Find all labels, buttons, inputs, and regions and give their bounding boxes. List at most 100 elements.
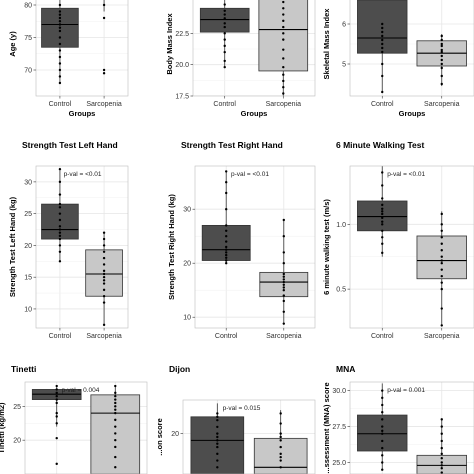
boxes [190, 403, 308, 474]
data-point [55, 395, 58, 398]
data-point [55, 422, 58, 425]
data-point [225, 170, 228, 173]
data-point [440, 54, 443, 58]
plot-border [194, 165, 316, 329]
data-point [102, 244, 106, 247]
data-point [282, 299, 285, 303]
data-point [440, 471, 443, 474]
data-point [282, 0, 285, 4]
data-point [282, 251, 285, 254]
data-point [381, 468, 384, 471]
data-point [381, 197, 384, 200]
data-point [381, 429, 384, 433]
x-tick-label: Control [49, 333, 72, 340]
y-tick-label: 30 [24, 179, 32, 186]
data-point [381, 396, 384, 400]
x-tick-label: Control [213, 101, 236, 108]
data-point [440, 324, 443, 327]
plot-border [349, 0, 474, 97]
x-tick-label: Sarcopenia [266, 333, 302, 340]
y-axis-title: Tinetti (kg/m2) [0, 402, 6, 454]
data-point [381, 207, 384, 210]
data-point [58, 49, 62, 52]
data-point [58, 244, 62, 247]
data-point [58, 42, 62, 46]
data-point [102, 256, 106, 260]
data-point [58, 206, 62, 209]
data-point [114, 408, 117, 411]
data-point [440, 452, 443, 456]
data-point [381, 242, 384, 245]
data-point [225, 224, 228, 227]
data-point [440, 425, 443, 428]
data-point [381, 26, 384, 30]
data-point [58, 231, 62, 234]
data-point [216, 415, 219, 419]
data-point [114, 438, 117, 442]
data-point [55, 391, 58, 395]
data-point [440, 58, 443, 62]
data-point [58, 260, 62, 263]
data-point [58, 10, 62, 13]
data-point [440, 82, 443, 86]
y-tick-label: 25 [13, 404, 21, 411]
data-point [282, 289, 285, 292]
data-point [58, 228, 62, 231]
data-point [223, 3, 226, 6]
data-point [381, 203, 384, 207]
data-point [102, 68, 106, 72]
data-point [114, 418, 117, 422]
data-point [282, 322, 285, 325]
data-point [440, 242, 443, 245]
y-tick-label: 20.0 [175, 62, 189, 69]
data-point [223, 17, 226, 20]
x-tick-label: Control [371, 101, 394, 108]
data-point [216, 445, 219, 449]
data-point [279, 455, 282, 459]
data-point [225, 262, 228, 265]
data-point [381, 184, 384, 187]
data-point [55, 411, 58, 415]
y-tick-label: 70 [24, 68, 32, 75]
data-point [282, 280, 285, 284]
y-axis-title: Age (y) [8, 31, 17, 57]
data-point [381, 418, 384, 421]
data-point [282, 275, 285, 278]
data-point [102, 288, 106, 292]
data-point [58, 193, 62, 196]
y-tick-label: 15 [24, 275, 32, 282]
data-point [223, 65, 226, 69]
data-point [440, 307, 443, 310]
data-point [58, 16, 62, 20]
data-point [282, 262, 285, 265]
p-value-label: p-val = <0.01 [231, 171, 269, 178]
data-point [58, 26, 62, 29]
data-point [225, 245, 228, 249]
data-point [282, 283, 285, 286]
box-control [199, 7, 250, 33]
data-point [440, 274, 443, 278]
data-point [58, 55, 62, 59]
p-value-label: p-val = <0.01 [64, 171, 102, 178]
data-point [114, 395, 117, 398]
data-point [381, 216, 384, 220]
data-point [102, 272, 106, 276]
data-point [216, 435, 219, 439]
data-point [440, 446, 443, 450]
data-point [102, 16, 106, 20]
data-point [58, 212, 62, 215]
data-point [381, 432, 384, 435]
data-point [58, 13, 62, 16]
y-tick-label: 80 [24, 3, 32, 10]
data-point [440, 212, 443, 216]
y-axis-title: ...ssessment (MNA) score [322, 382, 331, 473]
panel-title: MNA [336, 364, 355, 374]
boxes [199, 0, 309, 96]
data-point [102, 269, 106, 273]
data-point [440, 432, 443, 435]
box-sarcopenia [258, 0, 309, 72]
data-point [114, 425, 117, 428]
data-point [58, 20, 62, 23]
data-point [225, 259, 228, 262]
data-point [279, 466, 282, 469]
